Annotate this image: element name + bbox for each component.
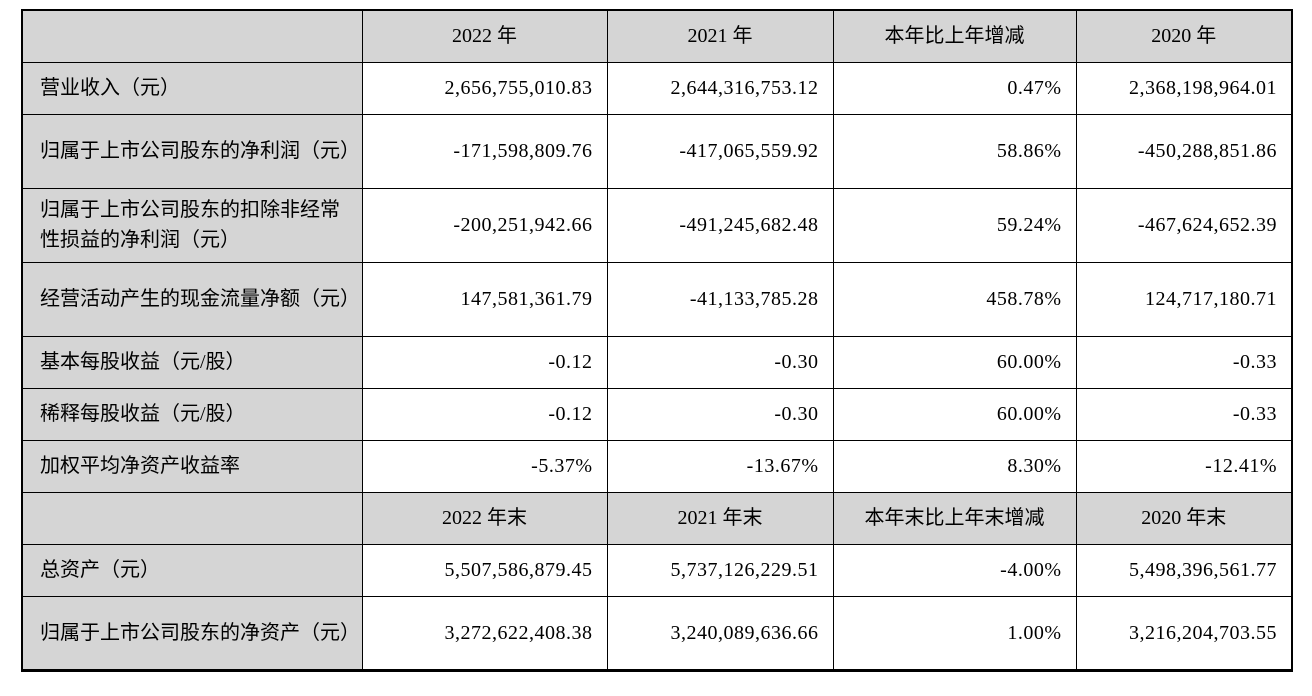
cell-change: 8.30%	[832, 439, 1077, 493]
cell-change: 0.47%	[832, 61, 1077, 115]
annual-header-2020: 2020 年	[1075, 9, 1293, 63]
table-row-net-profit: 归属于上市公司股东的净利润（元） -171,598,809.76 -417,06…	[21, 113, 1293, 189]
cell-change: 58.86%	[832, 113, 1077, 189]
cell-change: 1.00%	[832, 595, 1077, 671]
annual-header-2022: 2022 年	[361, 9, 608, 63]
table-row-operating-cash-flow: 经营活动产生的现金流量净额（元） 147,581,361.79 -41,133,…	[21, 261, 1293, 337]
cell-2020: 2,368,198,964.01	[1075, 61, 1293, 115]
period-end-header-change: 本年末比上年末增减	[832, 491, 1077, 545]
cell-2022: -0.12	[361, 335, 608, 389]
table-row-diluted-eps: 稀释每股收益（元/股） -0.12 -0.30 60.00% -0.33	[21, 387, 1293, 441]
table-row-weighted-roe: 加权平均净资产收益率 -5.37% -13.67% 8.30% -12.41%	[21, 439, 1293, 493]
row-label: 加权平均净资产收益率	[21, 439, 363, 493]
row-label: 归属于上市公司股东的净利润（元）	[21, 113, 363, 189]
cell-change: 60.00%	[832, 335, 1077, 389]
cell-2021: 3,240,089,636.66	[606, 595, 834, 671]
cell-2022: -5.37%	[361, 439, 608, 493]
cell-2021: 2,644,316,753.12	[606, 61, 834, 115]
table-row-net-assets: 归属于上市公司股东的净资产（元） 3,272,622,408.38 3,240,…	[21, 595, 1293, 671]
cell-2022: -171,598,809.76	[361, 113, 608, 189]
period-end-header-blank	[21, 491, 363, 545]
annual-header-change: 本年比上年增减	[832, 9, 1077, 63]
key-financials-table: 2022 年 2021 年 本年比上年增减 2020 年 营业收入（元） 2,6…	[21, 9, 1293, 672]
table-row-net-profit-excl-nonrecurring: 归属于上市公司股东的扣除非经常性损益的净利润（元） -200,251,942.6…	[21, 187, 1293, 263]
cell-change: 458.78%	[832, 261, 1077, 337]
cell-2021: -417,065,559.92	[606, 113, 834, 189]
cell-2020: -0.33	[1075, 335, 1293, 389]
row-label: 归属于上市公司股东的净资产（元）	[21, 595, 363, 671]
cell-2020: 124,717,180.71	[1075, 261, 1293, 337]
annual-header-blank	[21, 9, 363, 63]
cell-2020: 3,216,204,703.55	[1075, 595, 1293, 671]
row-label: 稀释每股收益（元/股）	[21, 387, 363, 441]
cell-2022: 147,581,361.79	[361, 261, 608, 337]
row-label: 总资产（元）	[21, 543, 363, 597]
row-label: 经营活动产生的现金流量净额（元）	[21, 261, 363, 337]
cell-2022: -0.12	[361, 387, 608, 441]
period-end-header-row: 2022 年末 2021 年末 本年末比上年末增减 2020 年末	[21, 491, 1293, 545]
cell-2022: 5,507,586,879.45	[361, 543, 608, 597]
cell-2020: -12.41%	[1075, 439, 1293, 493]
cell-2021: -0.30	[606, 335, 834, 389]
cell-2020: -450,288,851.86	[1075, 113, 1293, 189]
table-row-total-assets: 总资产（元） 5,507,586,879.45 5,737,126,229.51…	[21, 543, 1293, 597]
annual-header-row: 2022 年 2021 年 本年比上年增减 2020 年	[21, 9, 1293, 63]
row-label: 归属于上市公司股东的扣除非经常性损益的净利润（元）	[21, 187, 363, 263]
period-end-header-2021: 2021 年末	[606, 491, 834, 545]
cell-change: 60.00%	[832, 387, 1077, 441]
cell-2022: 3,272,622,408.38	[361, 595, 608, 671]
annual-header-2021: 2021 年	[606, 9, 834, 63]
row-label: 营业收入（元）	[21, 61, 363, 115]
cell-2022: -200,251,942.66	[361, 187, 608, 263]
cell-2022: 2,656,755,010.83	[361, 61, 608, 115]
cell-2021: 5,737,126,229.51	[606, 543, 834, 597]
period-end-header-2020: 2020 年末	[1075, 491, 1293, 545]
cell-2020: -0.33	[1075, 387, 1293, 441]
cell-2020: 5,498,396,561.77	[1075, 543, 1293, 597]
table-row-revenue: 营业收入（元） 2,656,755,010.83 2,644,316,753.1…	[21, 61, 1293, 115]
cell-2021: -491,245,682.48	[606, 187, 834, 263]
period-end-header-2022: 2022 年末	[361, 491, 608, 545]
table-row-basic-eps: 基本每股收益（元/股） -0.12 -0.30 60.00% -0.33	[21, 335, 1293, 389]
cell-2021: -13.67%	[606, 439, 834, 493]
cell-2020: -467,624,652.39	[1075, 187, 1293, 263]
cell-2021: -0.30	[606, 387, 834, 441]
cell-change: -4.00%	[832, 543, 1077, 597]
cell-change: 59.24%	[832, 187, 1077, 263]
cell-2021: -41,133,785.28	[606, 261, 834, 337]
row-label: 基本每股收益（元/股）	[21, 335, 363, 389]
